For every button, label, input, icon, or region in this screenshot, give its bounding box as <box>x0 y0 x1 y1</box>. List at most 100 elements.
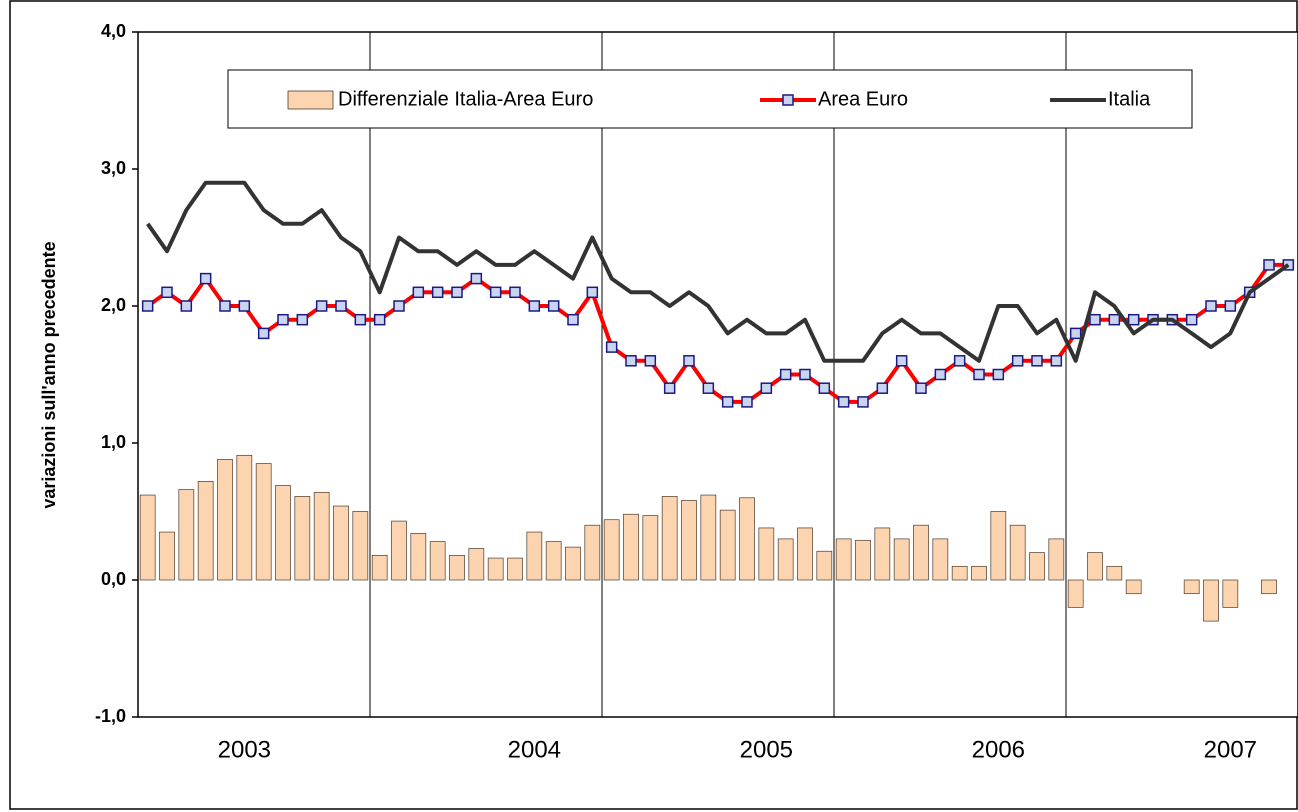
marker <box>451 286 463 299</box>
y-tick-label: -1,0 <box>95 706 126 726</box>
bar <box>893 538 910 581</box>
legend-label: Area Euro <box>818 88 908 110</box>
legend-label: Differenziale Italia-Area Euro <box>338 88 593 110</box>
marker <box>799 368 811 381</box>
marker <box>547 300 560 312</box>
bar <box>777 538 794 581</box>
bar <box>139 494 156 581</box>
legend-swatch <box>287 90 334 110</box>
marker <box>1108 313 1121 326</box>
marker <box>431 286 444 299</box>
marker <box>141 300 154 312</box>
marker <box>702 382 715 394</box>
bar <box>565 546 581 581</box>
bar <box>391 520 407 581</box>
bar <box>855 539 871 581</box>
bar <box>758 527 775 581</box>
bar <box>700 494 717 581</box>
bar <box>719 509 736 581</box>
marker <box>760 382 773 394</box>
bar <box>352 511 369 581</box>
marker <box>915 382 927 394</box>
line <box>146 180 1290 363</box>
x-tick-label: 2003 <box>218 736 271 763</box>
bar <box>1261 579 1277 595</box>
marker <box>412 286 425 299</box>
bar <box>603 519 620 581</box>
x-tick-label: 2006 <box>972 736 1025 763</box>
bar <box>642 515 659 581</box>
marker <box>586 286 599 299</box>
marker <box>470 272 483 285</box>
y-tick-label: 4,0 <box>101 21 126 41</box>
bar <box>797 527 813 581</box>
bar <box>1087 552 1103 581</box>
marker <box>1185 313 1198 326</box>
marker <box>1127 313 1140 326</box>
marker <box>335 300 347 312</box>
bar <box>159 531 175 581</box>
bar <box>1183 579 1200 595</box>
marker <box>741 396 753 408</box>
bar <box>371 554 388 581</box>
bar <box>1029 552 1045 581</box>
x-tick-label: 2004 <box>508 736 561 763</box>
marker <box>953 355 966 367</box>
bar <box>951 565 968 581</box>
bar <box>507 557 523 581</box>
marker <box>354 313 367 326</box>
bar <box>584 524 601 581</box>
x-tick-label: 2005 <box>740 736 793 763</box>
marker <box>1050 355 1063 367</box>
marker <box>973 368 985 381</box>
marker <box>1031 355 1043 367</box>
y-tick-label: 2,0 <box>101 295 126 315</box>
bar <box>1125 579 1142 595</box>
bar <box>816 550 833 581</box>
legend-marker <box>782 94 794 106</box>
y-axis-label: variazioni sull'anno precedente <box>39 241 59 508</box>
marker <box>934 368 947 381</box>
bar <box>913 524 929 581</box>
bar <box>1203 579 1219 622</box>
marker <box>1282 259 1295 271</box>
bar <box>874 527 891 581</box>
bar <box>487 557 504 581</box>
marker <box>315 300 328 312</box>
marker <box>489 286 502 299</box>
marker <box>1069 327 1082 340</box>
marker <box>509 286 521 299</box>
marker <box>199 272 212 285</box>
bar <box>1067 579 1084 608</box>
marker <box>257 327 270 340</box>
marker <box>161 286 173 299</box>
marker <box>857 396 869 408</box>
bar <box>429 541 446 581</box>
marker <box>219 300 231 312</box>
marker <box>238 300 251 312</box>
y-tick-label: 1,0 <box>101 432 126 452</box>
bar <box>255 463 272 581</box>
bar <box>623 513 639 581</box>
bar <box>990 511 1007 581</box>
legend-label: Italia <box>1108 88 1151 110</box>
marker <box>528 300 541 312</box>
bar <box>545 541 562 581</box>
marker <box>1224 300 1237 312</box>
marker <box>567 313 579 326</box>
legend-box <box>227 69 1193 129</box>
bar <box>526 531 543 581</box>
marker <box>837 396 850 408</box>
marker <box>1205 300 1217 312</box>
bar <box>236 454 253 581</box>
bar <box>681 500 697 581</box>
plot-area <box>137 31 1298 718</box>
bar <box>449 554 465 581</box>
marker <box>296 313 309 326</box>
marker <box>1263 259 1275 271</box>
bar <box>835 538 852 581</box>
bar <box>1009 524 1026 581</box>
marker <box>180 300 193 312</box>
bar <box>178 489 195 581</box>
